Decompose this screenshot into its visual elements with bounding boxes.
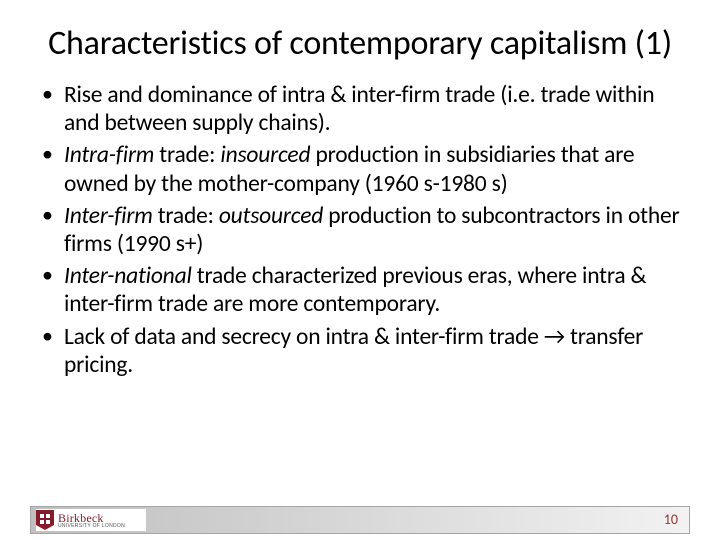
bullet-text-segment: Inter-firm: [64, 202, 153, 230]
bullet-item: Inter-firm trade: outsourced production …: [40, 202, 684, 258]
bullet-text-segment: outsourced: [219, 202, 323, 230]
bullet-item: Inter-national trade characterized previ…: [40, 262, 684, 318]
bullet-text-segment: Rise and dominance of intra & inter-firm…: [64, 81, 654, 137]
shield-icon: [36, 510, 54, 530]
page-number: 10: [664, 511, 678, 528]
bullet-text-segment: Intra-firm: [64, 141, 154, 169]
slide: Characteristics of contemporary capitali…: [0, 0, 720, 540]
footer: Birkbeck UNIVERSITY OF LONDON 10: [0, 500, 720, 540]
slide-title: Characteristics of contemporary capitali…: [36, 24, 684, 63]
bullet-list: Rise and dominance of intra & inter-firm…: [36, 81, 684, 379]
bullet-item: Rise and dominance of intra & inter-firm…: [40, 81, 684, 137]
bullet-text-segment: trade:: [154, 141, 220, 169]
bullet-item: Intra-firm trade: insourced production i…: [40, 141, 684, 197]
bullet-item: Lack of data and secrecy on intra & inte…: [40, 323, 684, 379]
logo-sub-text: UNIVERSITY OF LONDON: [58, 524, 125, 529]
bullet-text-segment: Lack of data and secrecy on intra & inte…: [64, 323, 643, 379]
bullet-text-segment: Inter-national: [64, 262, 192, 290]
bullet-text-segment: trade:: [153, 202, 219, 230]
logo: Birkbeck UNIVERSITY OF LONDON: [36, 509, 146, 531]
logo-main-text: Birkbeck: [58, 512, 125, 524]
logo-text: Birkbeck UNIVERSITY OF LONDON: [58, 512, 125, 529]
bullet-text-segment: insourced: [220, 141, 310, 169]
